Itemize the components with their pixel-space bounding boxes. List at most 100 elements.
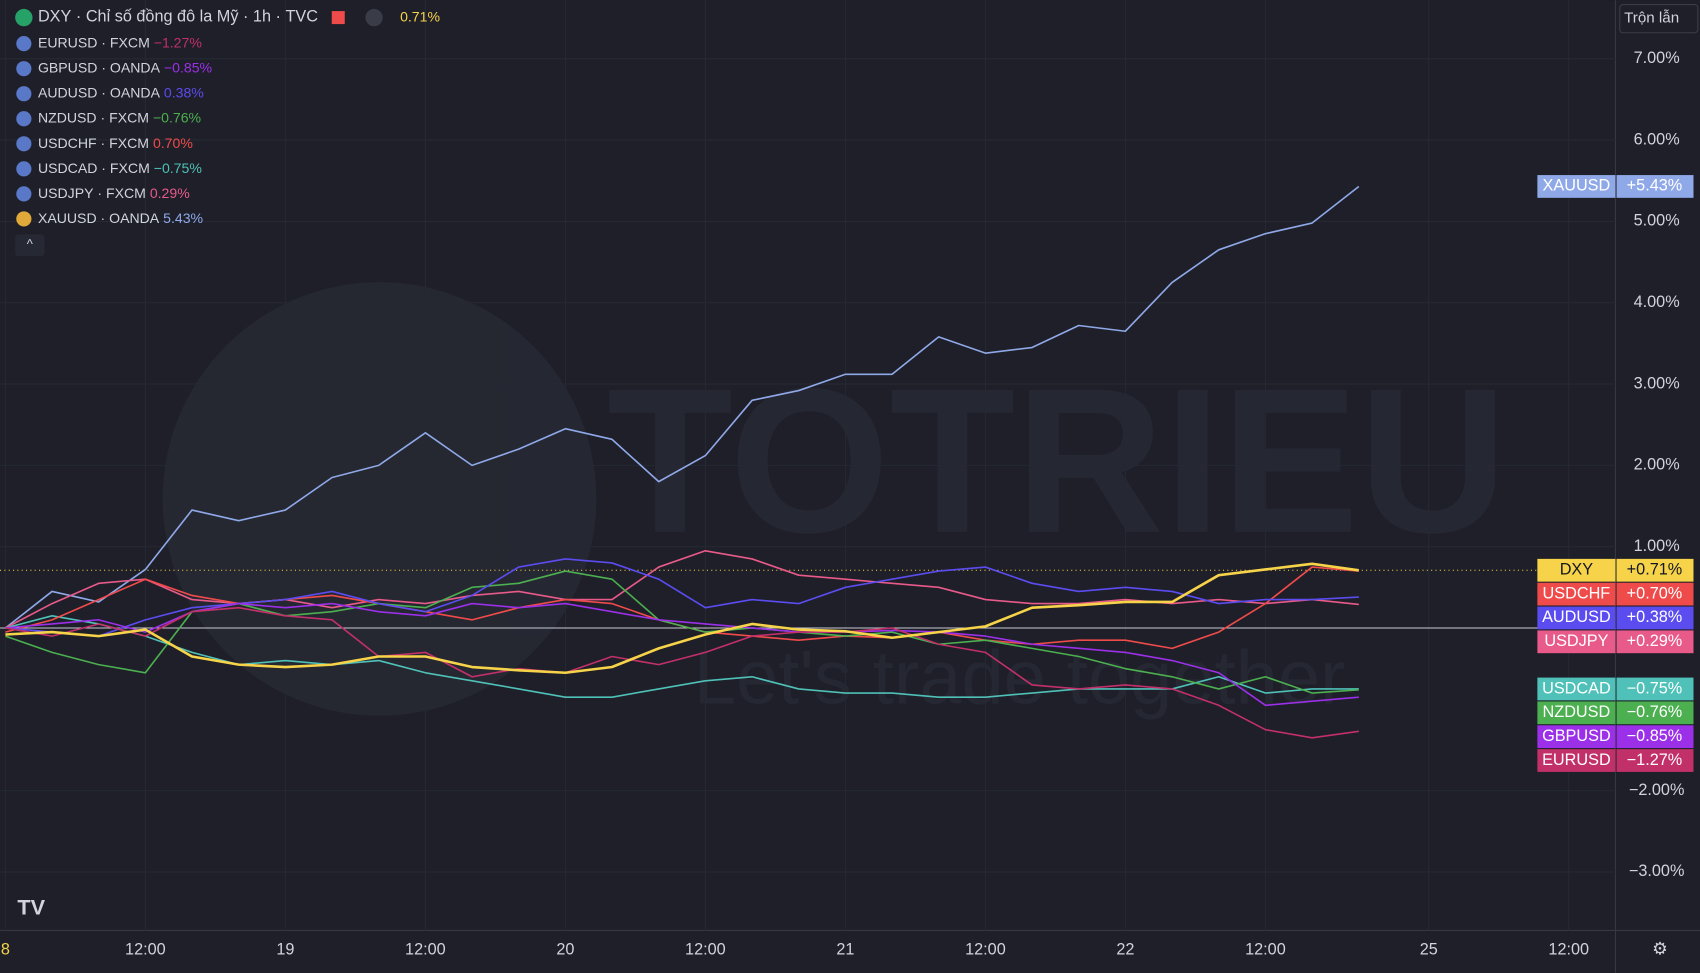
series-line xyxy=(5,562,1359,675)
price-tag-value-bg xyxy=(1616,677,1694,701)
mode-button-label[interactable]: Trộn lẫn xyxy=(1624,10,1679,27)
price-tag xyxy=(1537,701,1616,725)
x-tick-label: 12:00 xyxy=(965,940,1006,958)
legend-row: USDCHF · FXCM 0.70% xyxy=(38,135,193,151)
y-tick-label: 3.00% xyxy=(1634,374,1680,392)
legend-row: USDJPY · FXCM 0.29% xyxy=(38,185,190,201)
y-tick-label: 6.00% xyxy=(1634,130,1680,148)
price-tag-value-bg xyxy=(1616,582,1694,606)
price-tag xyxy=(1537,725,1616,749)
collapse-button[interactable] xyxy=(15,234,45,257)
price-tag-value-bg xyxy=(1616,725,1694,749)
collapse-icon[interactable]: ^ xyxy=(27,237,34,252)
legend-value: 0.29% xyxy=(150,185,190,201)
price-tag xyxy=(1537,582,1616,606)
legend-exchange: FXCM xyxy=(106,185,146,201)
price-tag xyxy=(1537,630,1616,654)
legend-name: USDJPY xyxy=(38,185,94,201)
price-tag-name: USDJPY xyxy=(1544,632,1608,650)
x-tick-label: 25 xyxy=(1420,940,1438,958)
legend-icon xyxy=(16,111,32,127)
x-tick-label: 19 xyxy=(276,940,294,958)
price-tag-name: GBPUSD xyxy=(1542,727,1611,745)
price-tag xyxy=(1537,749,1616,772)
legend-value: 0.71% xyxy=(400,8,440,24)
legend-icon xyxy=(16,136,32,152)
price-tag xyxy=(1537,677,1616,701)
legend-row: NZDUSD · FXCM −0.76% xyxy=(38,109,202,125)
hide-button[interactable] xyxy=(365,8,383,27)
series-line xyxy=(4,185,1360,629)
separator: · xyxy=(271,8,285,26)
legend-value: 5.43% xyxy=(163,210,203,226)
legend-row: GBPUSD · OANDA −0.85% xyxy=(38,59,213,75)
y-tick-label: −3.00% xyxy=(1629,862,1685,880)
price-tag-value-bg xyxy=(1616,606,1694,630)
watermark-logo xyxy=(162,282,597,716)
price-tag xyxy=(1537,606,1616,630)
series-line xyxy=(5,606,1359,739)
separator: · xyxy=(97,59,110,75)
legend-name: GBPUSD xyxy=(38,59,97,75)
y-tick-label: 5.00% xyxy=(1634,212,1680,230)
legend-icon xyxy=(16,61,32,77)
x-tick-label: 12:00 xyxy=(405,940,446,958)
legend-name: EURUSD xyxy=(38,34,97,50)
legend-icon xyxy=(16,161,32,177)
price-tag-name: XAUUSD xyxy=(1543,177,1611,195)
legend-value: −1.27% xyxy=(154,34,203,50)
settings-icon[interactable]: ⚙ xyxy=(1652,939,1668,959)
legend-value: −0.75% xyxy=(154,160,203,176)
legend-value: −0.85% xyxy=(164,59,213,75)
series-line xyxy=(5,602,1359,707)
legend-name: USDCHF xyxy=(38,135,97,151)
price-tag-value-bg xyxy=(1616,701,1694,725)
legend-exchange: TVC xyxy=(285,8,318,26)
legend-value: −0.76% xyxy=(153,109,202,125)
price-tag-value: −0.76% xyxy=(1627,703,1683,721)
legend-exchange: FXCM xyxy=(110,34,150,50)
x-tick-label: 20 xyxy=(556,940,574,958)
separator: · xyxy=(71,8,85,26)
legend-value: 0.38% xyxy=(164,84,204,100)
price-tag-value: −1.27% xyxy=(1627,751,1683,769)
price-tag-name: USDCAD xyxy=(1542,679,1611,697)
separator: · xyxy=(97,109,110,125)
legend-title: DXY · Chỉ số đồng đô la Mỹ · 1h · TVC xyxy=(38,8,318,26)
price-tag-name: NZDUSD xyxy=(1543,703,1611,721)
tv-logo: TV xyxy=(17,895,45,920)
price-tag-value: +0.29% xyxy=(1627,632,1683,650)
mode-button[interactable] xyxy=(1619,4,1699,34)
legend-row: EURUSD · FXCM −1.27% xyxy=(38,34,202,50)
legend-name: AUDUSD xyxy=(38,84,97,100)
x-tick-label: 12:00 xyxy=(1548,940,1589,958)
legend-exchange: FXCM xyxy=(109,135,149,151)
price-tag-name: AUDUSD xyxy=(1542,608,1611,626)
price-tag-name: EURUSD xyxy=(1542,751,1611,769)
price-tag xyxy=(1537,175,1616,198)
legend-exchange: OANDA xyxy=(110,59,161,75)
y-tick-label: 2.00% xyxy=(1634,456,1680,474)
price-tag-value: −0.75% xyxy=(1627,679,1683,697)
legend-row: USDCAD · FXCM −0.75% xyxy=(38,160,202,176)
legend-row: AUDUSD · OANDA 0.38% xyxy=(38,84,204,100)
legend-icon xyxy=(16,186,32,202)
price-tag-value: +0.71% xyxy=(1627,561,1683,579)
x-tick-label: 12:00 xyxy=(685,940,726,958)
price-tag-value: +0.70% xyxy=(1627,584,1683,602)
legend-icon xyxy=(16,86,32,102)
price-tag-name: USDCHF xyxy=(1543,584,1611,602)
price-tag-value: +0.38% xyxy=(1627,608,1683,626)
separator: · xyxy=(97,160,110,176)
separator: · xyxy=(97,34,110,50)
legend-exchange: OANDA xyxy=(110,84,161,100)
legend-exchange: FXCM xyxy=(110,160,150,176)
legend-exchange: FXCM xyxy=(109,109,149,125)
price-tag-name: DXY xyxy=(1560,561,1594,579)
price-tag-value-bg xyxy=(1616,175,1694,198)
legend-icon xyxy=(16,36,32,52)
separator: · xyxy=(97,210,110,226)
legend-name: USDCAD xyxy=(38,160,97,176)
